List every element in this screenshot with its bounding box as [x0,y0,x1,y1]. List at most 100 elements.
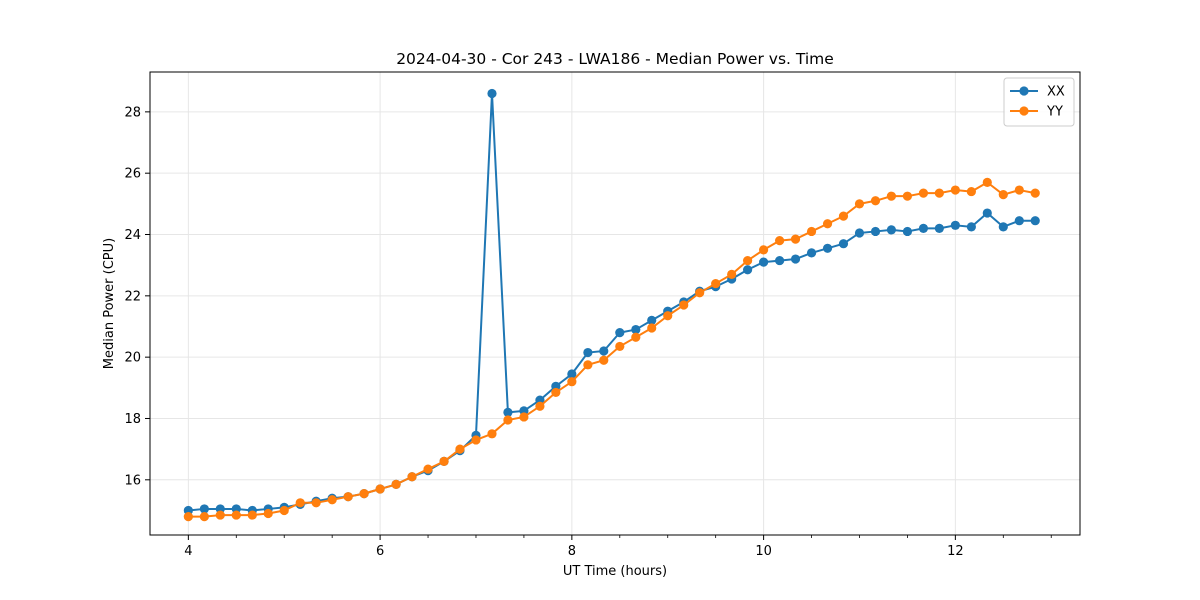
data-point-yy [295,498,305,508]
data-point-yy [423,464,433,474]
data-point-yy [806,226,817,237]
data-point-yy [838,211,849,221]
x-tick-label: 10 [755,544,772,559]
data-point-yy [790,234,801,244]
data-point-xx [870,226,881,237]
data-point-xx [950,220,960,230]
data-point-yy [375,484,385,494]
data-point-yy [343,492,353,502]
data-point-yy [503,415,513,425]
data-point-yy [631,332,641,342]
x-tick-label: 8 [568,544,576,559]
series-layer [183,88,1040,522]
data-point-yy [742,255,753,266]
y-axis-label: Median Power (CPU) [102,238,117,369]
x-tick-label: 12 [947,544,964,559]
data-point-xx [838,239,849,249]
chart-title: 2024-04-30 - Cor 243 - LWA186 - Median P… [396,50,834,68]
data-point-xx [759,257,769,267]
data-point-yy [391,479,401,490]
data-point-xx [503,407,513,417]
data-point-yy [247,510,257,520]
data-point-yy [966,186,976,197]
data-point-xx [199,504,209,514]
data-point-yy [711,278,721,289]
data-point-yy [311,498,321,508]
y-tick-label: 24 [124,228,141,243]
data-point-xx [886,225,897,235]
data-point-xx [966,222,976,232]
legend-marker-yy [1019,106,1029,116]
y-tick-label: 20 [124,351,141,366]
data-point-xx [790,254,801,264]
data-point-yy [471,435,481,445]
data-point-yy [439,456,449,467]
data-point-yy [918,188,929,198]
data-point-yy [854,199,865,209]
data-point-xx [631,324,641,335]
y-tick-label: 16 [124,473,141,488]
data-point-xx [583,347,593,358]
data-point-yy [870,196,881,206]
x-tick-label: 6 [376,544,384,559]
data-point-yy [263,508,273,519]
data-point-yy [231,510,241,520]
x-axis-label: UT Time (hours) [563,564,667,579]
data-point-xx [487,88,497,99]
data-point-xx [934,223,944,233]
data-point-yy [902,191,913,201]
y-tick-label: 22 [124,289,141,304]
data-point-yy [583,360,593,370]
data-point-yy [407,472,417,482]
y-tick-label: 26 [124,167,141,182]
data-point-yy [822,219,833,229]
data-point-xx [615,328,625,338]
data-point-yy [679,300,689,310]
data-point-yy [551,387,561,398]
data-point-xx [775,255,785,266]
data-point-xx [647,315,657,325]
data-point-xx [1030,216,1040,226]
data-point-xx [918,223,929,233]
data-point-yy [327,495,337,505]
data-point-xx [806,248,817,258]
data-point-xx [982,208,992,218]
legend: XX YY [1003,77,1075,127]
y-tick-label: 28 [124,105,141,120]
data-point-yy [567,377,577,387]
data-point-yy [455,444,465,454]
plot-frame [149,71,1081,536]
data-point-yy [279,505,289,516]
data-point-yy [183,512,193,522]
data-point-yy [199,512,209,522]
data-point-yy [934,188,944,198]
data-point-yy [663,311,673,321]
data-point-xx [998,222,1008,232]
legend-label-xx: XX [1047,85,1065,100]
data-point-yy [359,489,369,499]
data-point-yy [950,185,960,195]
data-point-yy [695,288,705,298]
data-point-yy [727,269,737,279]
data-point-yy [759,245,769,255]
series-yy [183,177,1040,522]
data-point-yy [1014,185,1024,195]
data-point-yy [519,412,529,422]
data-point-yy [1030,188,1040,198]
data-point-yy [615,341,625,352]
data-point-xx [1014,216,1024,226]
data-point-yy [599,355,609,365]
data-point-xx [599,346,609,356]
data-point-yy [775,236,785,246]
data-point-yy [982,177,992,187]
data-point-yy [487,429,497,439]
data-point-yy [998,190,1008,200]
data-point-yy [647,323,657,333]
data-point-xx [567,369,577,379]
legend-label-yy: YY [1046,105,1063,120]
y-tick-label: 18 [124,412,141,427]
x-tick-label: 4 [184,544,192,559]
